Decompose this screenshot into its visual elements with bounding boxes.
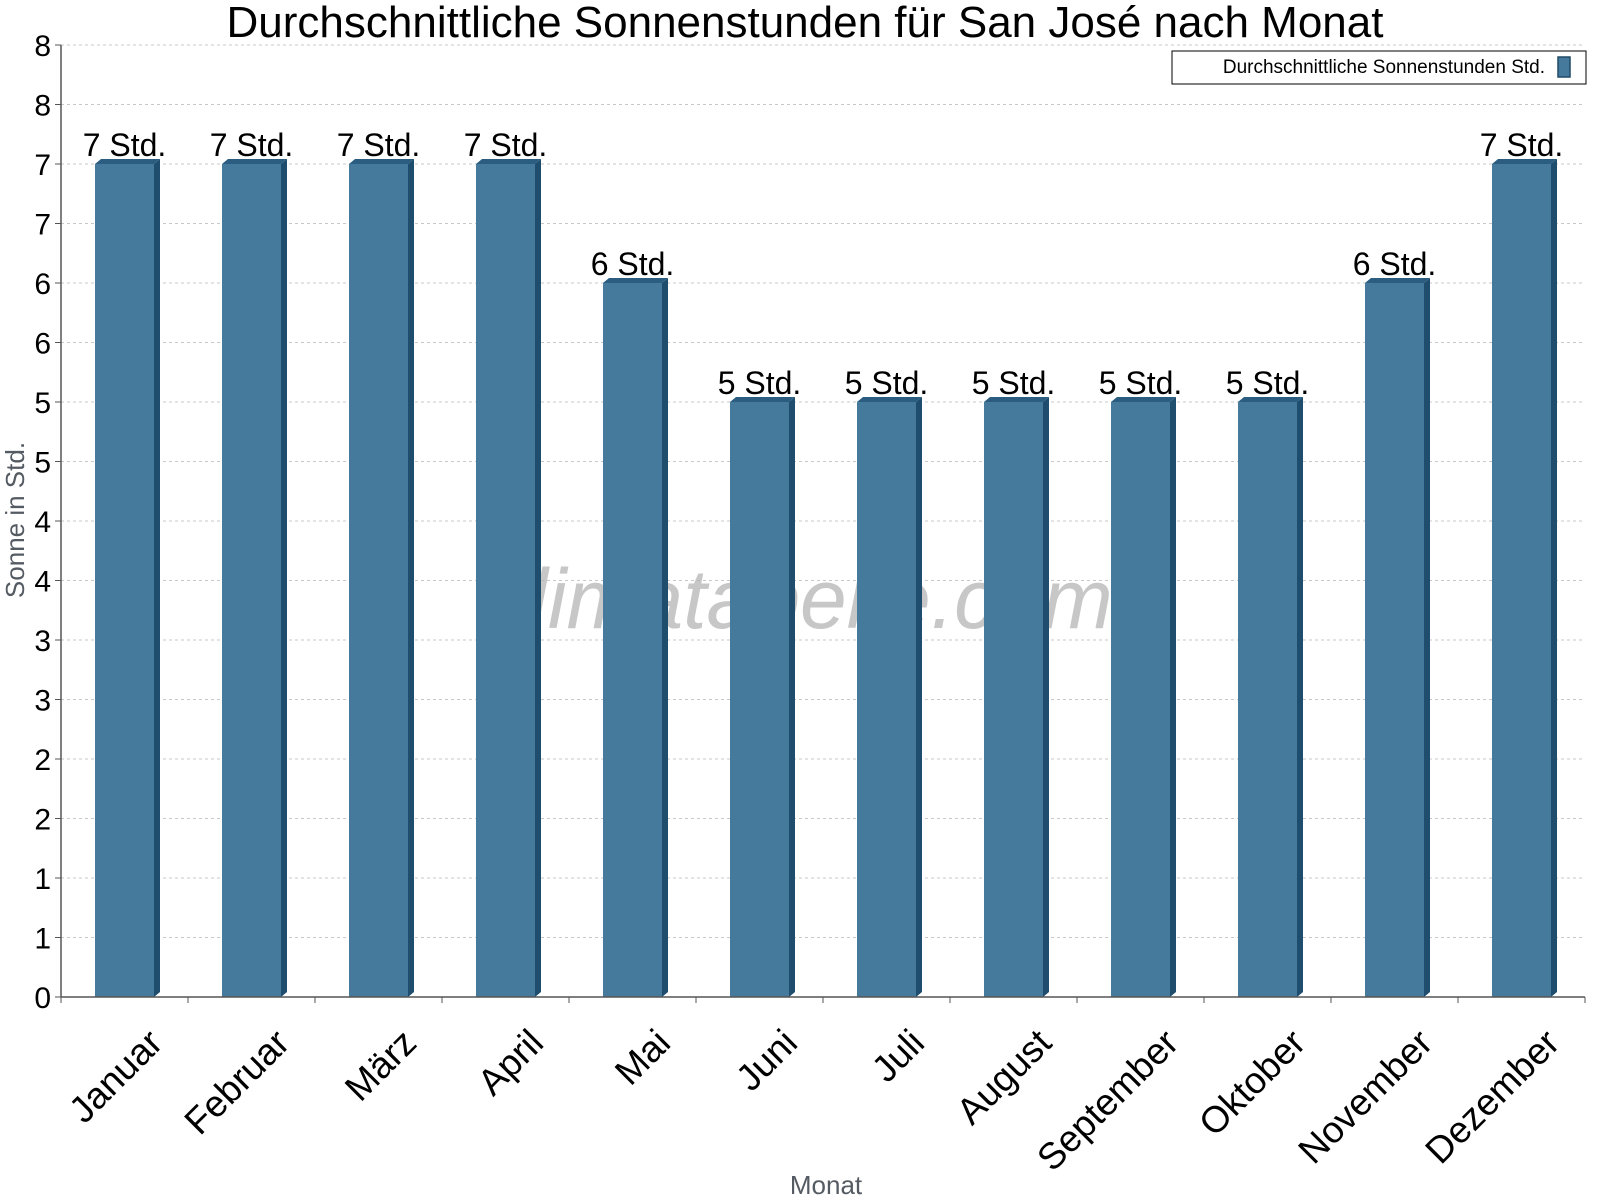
- bar-side: [662, 278, 668, 997]
- legend-box: [1171, 50, 1587, 85]
- x-tick-label: August: [949, 1021, 1060, 1132]
- legend: Durchschnittliche Sonnenstunden Std.: [1171, 50, 1587, 85]
- x-tick-label: Oktober: [1191, 1022, 1313, 1144]
- bar-top: [222, 159, 287, 164]
- x-tick-label: Mai: [607, 1022, 678, 1093]
- bar-top: [476, 159, 541, 164]
- bar-series: 7 Std. 7 Std. 7 Std. 7 Std. 6 Std. 5 Std. 5 St…: [83, 127, 1564, 997]
- data-label: 5 Std.: [845, 365, 929, 401]
- y-tick-label: 6: [34, 328, 51, 361]
- bar: [1365, 283, 1424, 997]
- bar-top: [984, 397, 1049, 402]
- y-tick-label: 4: [34, 566, 51, 599]
- y-axis-ticks: 0 1 1 2 2 3 3 4 4 5 5 6 6 7 7 8 8: [34, 30, 61, 1015]
- bar: [730, 402, 789, 997]
- bar-top: [1492, 159, 1557, 164]
- bar: [1492, 164, 1551, 997]
- bar: [95, 164, 154, 997]
- bar-top: [95, 159, 160, 164]
- bar-top: [1365, 278, 1430, 283]
- bar-side: [1297, 397, 1303, 997]
- bar-top: [857, 397, 922, 402]
- bar-top: [603, 278, 668, 283]
- x-tick-label: November: [1290, 1022, 1440, 1172]
- bar-side: [1043, 397, 1049, 997]
- x-tick-label: April: [470, 1022, 551, 1103]
- legend-label: Durchschnittliche Sonnenstunden Std.: [1223, 57, 1545, 78]
- bar-top: [349, 159, 414, 164]
- bar-side: [1424, 278, 1430, 997]
- bar-side: [535, 159, 541, 997]
- data-label: 7 Std.: [1480, 127, 1564, 163]
- bar-side: [408, 159, 414, 997]
- x-tick-label: Januar: [61, 1022, 170, 1131]
- data-label: 6 Std.: [591, 246, 675, 282]
- x-tick-label: Juli: [864, 1022, 932, 1090]
- bar: [349, 164, 408, 997]
- bar: [603, 283, 662, 997]
- x-axis-label: Monat: [790, 1170, 863, 1200]
- y-tick-label: 3: [34, 625, 51, 658]
- bar: [857, 402, 916, 997]
- x-tick-label: Februar: [177, 1022, 298, 1143]
- y-tick-label: 1: [34, 923, 51, 956]
- bar-top: [730, 397, 795, 402]
- bar-side: [1551, 159, 1557, 997]
- bar-side: [1170, 397, 1176, 997]
- data-label: 5 Std.: [718, 365, 802, 401]
- bar: [1238, 402, 1297, 997]
- data-label: 5 Std.: [972, 365, 1056, 401]
- y-tick-label: 1: [34, 863, 51, 896]
- x-tick-label: Juni: [728, 1022, 805, 1099]
- bar-side: [916, 397, 922, 997]
- y-tick-label: 3: [34, 685, 51, 718]
- x-tick-label: Dezember: [1417, 1022, 1567, 1172]
- bar-side: [789, 397, 795, 997]
- x-axis-ticks: Januar Februar März April Mai Juni Juli AugustS…: [60, 997, 1586, 1179]
- y-tick-label: 6: [34, 268, 51, 301]
- y-tick-label: 7: [34, 209, 51, 242]
- y-tick-label: 5: [34, 387, 51, 420]
- data-label: 7 Std.: [210, 127, 294, 163]
- bar-side: [154, 159, 160, 997]
- chart-title: Durchschnittliche Sonnenstunden für San …: [227, 0, 1384, 47]
- bar: [222, 164, 281, 997]
- y-axis-label: Sonne in Std.: [0, 442, 30, 598]
- bar-side: [281, 159, 287, 997]
- legend-swatch: [1557, 56, 1571, 78]
- y-tick-label: 7: [34, 149, 51, 182]
- x-tick-label: März: [337, 1022, 424, 1109]
- grid-lines: [61, 44, 1585, 938]
- data-label: 5 Std.: [1226, 365, 1310, 401]
- y-tick-label: 2: [34, 744, 51, 777]
- bar: [476, 164, 535, 997]
- y-tick-label: 5: [34, 447, 51, 480]
- y-tick-label: 8: [34, 30, 51, 63]
- bar: [1111, 402, 1170, 997]
- bar-top: [1238, 397, 1303, 402]
- data-label: 6 Std.: [1353, 246, 1437, 282]
- data-label: 5 Std.: [1099, 365, 1183, 401]
- data-label: 7 Std.: [464, 127, 548, 163]
- bar: [984, 402, 1043, 997]
- data-label: 7 Std.: [337, 127, 421, 163]
- y-tick-label: 8: [34, 90, 51, 123]
- y-tick-label: 4: [34, 506, 51, 539]
- bar-top: [1111, 397, 1176, 402]
- y-tick-label: 0: [34, 982, 51, 1015]
- data-label: 7 Std.: [83, 127, 167, 163]
- y-tick-label: 2: [34, 804, 51, 837]
